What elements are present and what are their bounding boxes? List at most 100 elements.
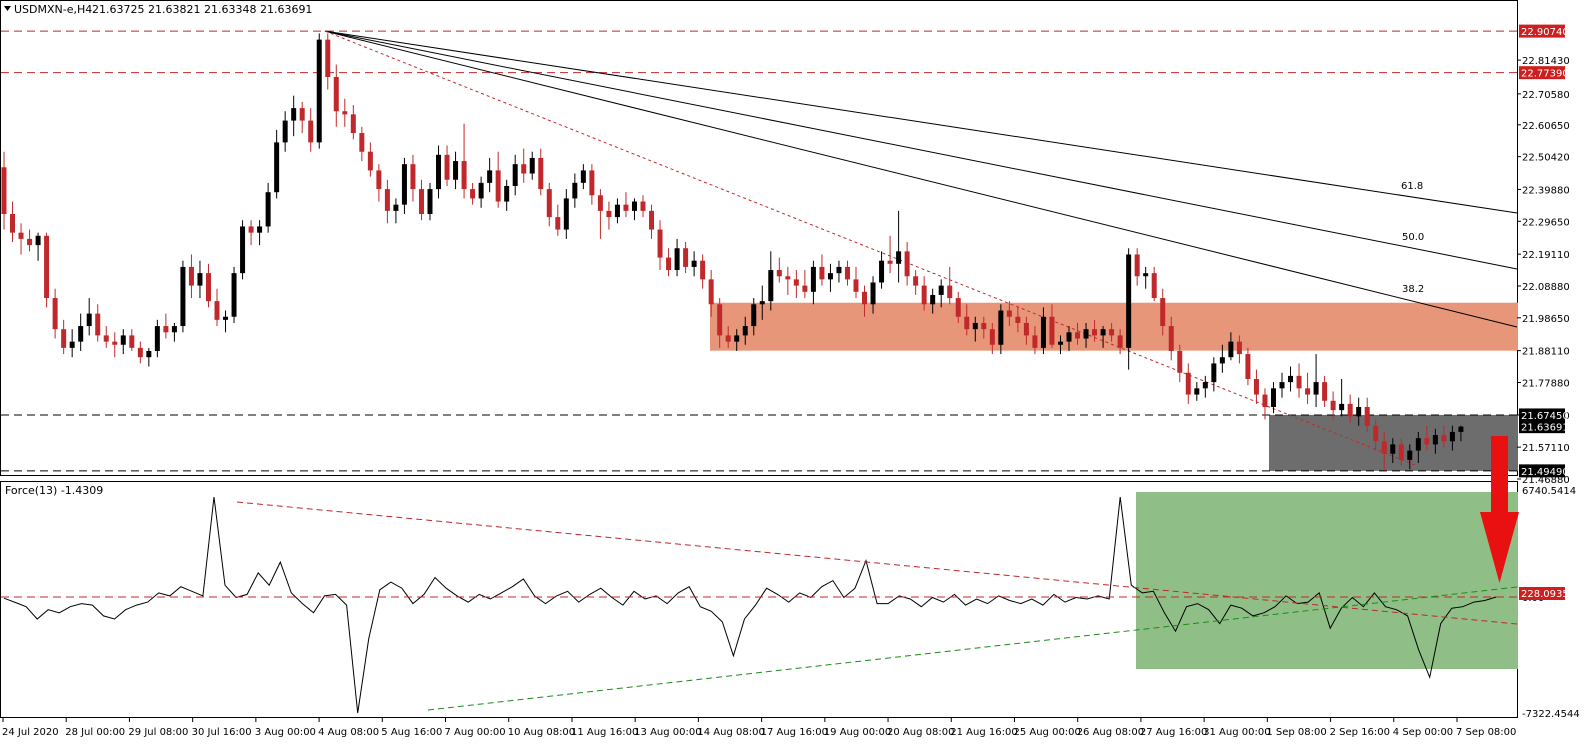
candle-body bbox=[95, 313, 101, 336]
candle-body bbox=[674, 248, 680, 271]
candle-body bbox=[819, 266, 825, 280]
fan-line-618 bbox=[324, 30, 1518, 214]
candle-body bbox=[580, 170, 586, 183]
force-level-tag-label: 228.0935 bbox=[1521, 589, 1569, 600]
candle-body bbox=[938, 285, 944, 295]
candle-body bbox=[1432, 435, 1438, 445]
dropdown-triangle-icon[interactable] bbox=[4, 6, 11, 11]
candle-body bbox=[521, 164, 527, 174]
force-tick-min: -7322.4544 bbox=[1522, 709, 1580, 720]
fan-line-500 bbox=[324, 30, 1518, 270]
candle-body bbox=[1168, 326, 1174, 351]
candle-body bbox=[427, 189, 433, 214]
candle-body bbox=[69, 341, 75, 348]
candle-body bbox=[86, 313, 92, 327]
time-tick-label: 29 Jul 08:00 bbox=[128, 727, 188, 738]
candle-body bbox=[649, 210, 655, 230]
fan-label-500: 50.0 bbox=[1402, 232, 1424, 243]
candle-body bbox=[35, 235, 41, 246]
price-tick-label: 21.46880 bbox=[1522, 475, 1570, 486]
fan-label-618: 61.8 bbox=[1401, 181, 1423, 192]
candle-body bbox=[606, 210, 612, 218]
candle-body bbox=[1347, 403, 1353, 417]
candle-body bbox=[989, 329, 995, 345]
candle-body bbox=[1373, 425, 1379, 442]
candle-body bbox=[870, 282, 876, 305]
candle-body bbox=[810, 266, 816, 292]
force-trendlines bbox=[1, 501, 1518, 711]
candle-body bbox=[1134, 254, 1140, 277]
candle-body bbox=[589, 170, 595, 196]
candle-body bbox=[78, 326, 84, 342]
time-tick-label: 1 Sep 08:00 bbox=[1266, 727, 1326, 738]
candle-body bbox=[1270, 388, 1276, 408]
candle-body bbox=[1109, 329, 1115, 336]
time-tick-label: 5 Aug 16:00 bbox=[381, 727, 442, 738]
candle-body bbox=[1253, 378, 1259, 395]
candle-body bbox=[146, 350, 152, 358]
candle-body bbox=[1236, 341, 1242, 355]
candle-body bbox=[129, 335, 135, 348]
candle-body bbox=[248, 226, 254, 233]
candle-body bbox=[1262, 394, 1268, 408]
candle-body bbox=[282, 120, 288, 143]
price-tag bbox=[1519, 464, 1565, 478]
candle-body bbox=[614, 204, 620, 218]
candle-body bbox=[367, 151, 373, 171]
symbol-label: USDMXN-e,H4 bbox=[14, 3, 92, 16]
candle-body bbox=[103, 335, 109, 342]
candle-body bbox=[666, 257, 672, 271]
candle-body bbox=[231, 273, 237, 317]
force-green-zone bbox=[1136, 492, 1518, 669]
candle-body bbox=[205, 273, 211, 302]
price-tick-label: 21.98650 bbox=[1522, 314, 1570, 325]
price-tick-label: 22.50420 bbox=[1522, 153, 1570, 164]
candle-body bbox=[1288, 375, 1294, 383]
time-tick-label: 13 Aug 00:00 bbox=[634, 727, 701, 738]
candle-body bbox=[785, 276, 791, 280]
time-tick-label: 24 Jul 2020 bbox=[2, 727, 59, 738]
candle-body bbox=[683, 248, 689, 267]
candle-body bbox=[725, 335, 731, 342]
price-tick-label: 22.81430 bbox=[1522, 56, 1570, 67]
price-tick-label: 22.39880 bbox=[1522, 185, 1570, 196]
candle-body bbox=[768, 270, 774, 302]
time-tick-label: 10 Aug 08:00 bbox=[508, 727, 575, 738]
price-tags: 22.90740 22.77390 21.67450 21.49490 21.63691 bbox=[1519, 24, 1569, 478]
candle-body bbox=[930, 294, 936, 305]
candle-body bbox=[512, 164, 518, 186]
candle-body bbox=[964, 316, 970, 330]
price-tick-label: 22.70580 bbox=[1522, 90, 1570, 101]
time-tick-label: 7 Sep 08:00 bbox=[1456, 727, 1516, 738]
candle-body bbox=[1356, 407, 1362, 417]
candle-body bbox=[61, 329, 67, 348]
candle-body bbox=[1015, 316, 1021, 323]
candle-body bbox=[274, 142, 280, 193]
time-tick-label: 11 Aug 16:00 bbox=[571, 727, 638, 738]
candle-body bbox=[563, 198, 569, 230]
candle-body bbox=[623, 204, 629, 211]
candle-body bbox=[325, 39, 331, 77]
force-tick-max: 6740.5414 bbox=[1522, 486, 1576, 497]
candle-body bbox=[10, 213, 16, 233]
time-tick-label: 2 Sep 16:00 bbox=[1330, 727, 1390, 738]
time-tick-label: 7 Aug 00:00 bbox=[445, 727, 506, 738]
time-tick-label: 4 Aug 08:00 bbox=[318, 727, 379, 738]
candlestick-series bbox=[1, 33, 1464, 470]
price-tick-label: 22.29650 bbox=[1522, 217, 1570, 228]
candle-body bbox=[1313, 382, 1319, 395]
time-axis: 24 Jul 2020 28 Jul 00:00 29 Jul 08:00 30 Ju… bbox=[2, 718, 1516, 738]
candle-body bbox=[1049, 316, 1055, 345]
candle-body bbox=[401, 164, 407, 205]
candle-body bbox=[1339, 403, 1345, 411]
time-tick-label: 27 Aug 16:00 bbox=[1140, 727, 1207, 738]
candle-body bbox=[1279, 382, 1285, 389]
candle-body bbox=[972, 322, 978, 330]
fibonacci-fan bbox=[324, 30, 1518, 466]
candle-body bbox=[1075, 332, 1081, 339]
candle-body bbox=[453, 161, 459, 180]
time-tick-label: 19 Aug 00:00 bbox=[824, 727, 891, 738]
candle-body bbox=[1040, 316, 1046, 348]
candle-body bbox=[1117, 335, 1123, 348]
